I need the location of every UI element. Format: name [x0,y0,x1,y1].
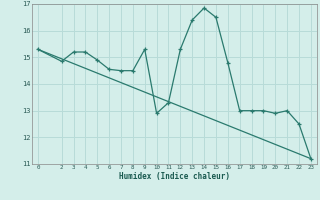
X-axis label: Humidex (Indice chaleur): Humidex (Indice chaleur) [119,172,230,181]
